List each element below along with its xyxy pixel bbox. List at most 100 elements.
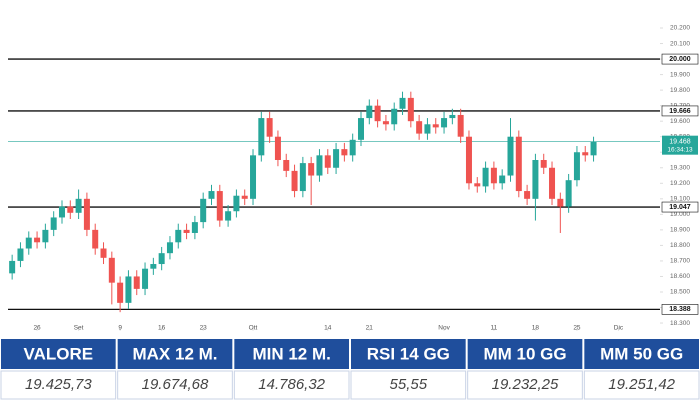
table-cell (467, 370, 583, 400)
candle-body (142, 268, 149, 289)
y-tick-label: 19.600 (670, 118, 690, 125)
x-tick-label: 23 (200, 325, 208, 332)
level-label: 18.388 (669, 306, 691, 313)
candle-body (108, 257, 115, 283)
candle-body (582, 152, 589, 156)
candle-body (117, 282, 124, 303)
y-tick-label: 20.100 (670, 40, 690, 47)
candle-body (357, 118, 364, 140)
x-tick-label: Ott (249, 325, 258, 332)
candle-body (25, 237, 32, 249)
x-tick-label: 9 (118, 325, 122, 332)
y-tick-label: 18.700 (670, 258, 690, 265)
candle-body (482, 167, 489, 187)
level-label-box (661, 304, 699, 315)
candle-body (465, 136, 472, 184)
candle-body (399, 97, 406, 109)
table-header: MM 10 GG (483, 344, 566, 363)
table-value: 19.251,42 (608, 376, 675, 393)
candle-body (515, 136, 522, 192)
candle-body (308, 163, 315, 176)
candle-body (75, 198, 82, 213)
candle-body (391, 108, 398, 125)
candle-body (50, 217, 57, 230)
candle-body (274, 136, 281, 160)
candle-body (125, 276, 132, 303)
candle-body (333, 149, 340, 168)
candle-body (499, 175, 506, 184)
table-value: 19.674,68 (142, 376, 209, 393)
candle-body (590, 141, 597, 156)
candle-body (524, 191, 531, 199)
candle-body (549, 167, 556, 199)
candle-body (92, 229, 99, 249)
candle-body (58, 206, 65, 218)
candle-body (349, 139, 356, 156)
level-label: 19.047 (669, 204, 691, 211)
candle-body (540, 159, 547, 168)
candle-body (366, 105, 373, 119)
last-price-label: 19.468 (669, 139, 691, 146)
x-tick-label: Dic (614, 325, 624, 332)
candle-body (266, 118, 273, 137)
candle-body (83, 198, 90, 230)
candle-body (490, 167, 497, 184)
y-tick-label: 19.100 (670, 196, 690, 203)
y-tick-label: 18.500 (670, 289, 690, 296)
y-tick-label: 18.900 (670, 227, 690, 234)
level-label: 20.000 (669, 56, 691, 63)
candle-body (382, 121, 389, 125)
candle-body (424, 124, 431, 134)
candle-body (42, 229, 49, 243)
x-tick-label: 14 (324, 325, 332, 332)
candle-body (407, 97, 414, 122)
candle-body (225, 211, 232, 221)
candle-body (557, 198, 564, 207)
y-tick-label: 19.900 (670, 71, 690, 78)
table-header-cell (584, 339, 699, 369)
candle-body (507, 136, 514, 176)
table-header-cell (234, 339, 349, 369)
y-tick-label: 19.200 (670, 180, 690, 187)
candle-body (474, 183, 481, 187)
table-header: MIN 12 M. (252, 344, 330, 363)
level-label-box (661, 105, 699, 117)
candle-body (233, 195, 240, 212)
candle-body (299, 163, 306, 192)
candle-body (9, 260, 16, 274)
x-tick-label: 26 (33, 325, 41, 332)
candle-body (166, 242, 173, 254)
table-value: 14.786,32 (258, 376, 325, 393)
candle-body (258, 118, 265, 156)
candle-body (441, 118, 448, 128)
level-label-box (661, 201, 699, 213)
y-tick-label: 19.000 (670, 211, 690, 218)
candle-body (457, 114, 464, 137)
candle-body (532, 159, 539, 199)
table-cell (0, 370, 117, 400)
table-value: 55,55 (390, 376, 428, 393)
candle-body (291, 170, 298, 192)
last-price-box (662, 135, 698, 155)
x-tick-label: 18 (532, 325, 540, 332)
candle-body (100, 248, 107, 258)
table-value: 19.425,73 (25, 376, 92, 393)
y-tick-label: 18.800 (670, 242, 690, 249)
candle-body (565, 180, 572, 207)
candle-body (250, 155, 257, 199)
candle-body (316, 155, 323, 176)
level-label-box (661, 53, 699, 65)
candle-body (191, 222, 198, 233)
x-tick-label: 16 (158, 325, 166, 332)
table-cell (350, 370, 467, 400)
candle-body (17, 248, 24, 261)
candle-body (324, 155, 331, 168)
candle-body (432, 124, 439, 128)
x-tick-label: Nov (438, 325, 450, 332)
y-tick-label: 18.300 (670, 320, 690, 327)
candle-body (341, 149, 348, 156)
level-label: 19.666 (669, 108, 691, 115)
candle-body (208, 191, 215, 199)
candle-body (150, 264, 157, 269)
